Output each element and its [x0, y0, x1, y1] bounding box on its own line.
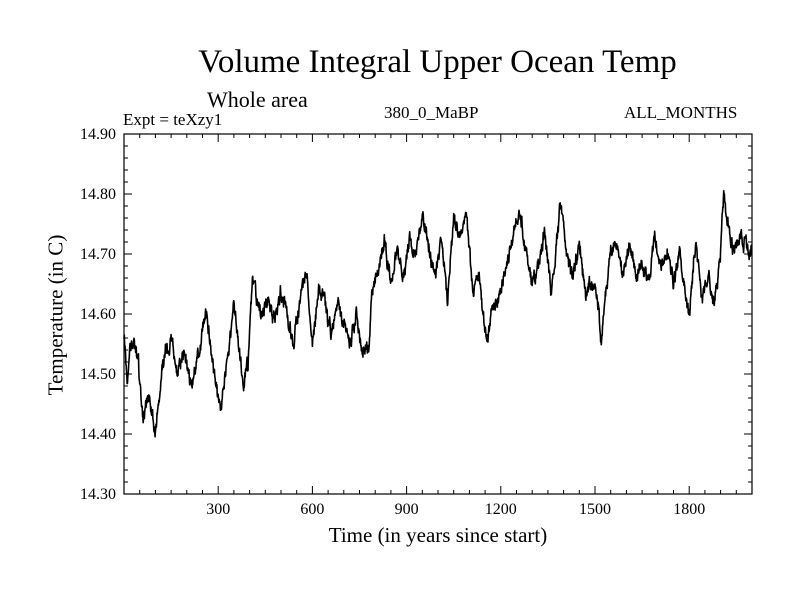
run-label: 380_0_MaBP [384, 103, 479, 122]
y-tick-label: 14.70 [80, 246, 116, 263]
plot-frame [123, 133, 753, 495]
y-tick-label: 14.90 [80, 126, 116, 143]
y-tick-label: 14.40 [80, 426, 116, 443]
y-tick-label: 14.80 [80, 186, 116, 203]
y-tick-label: 14.60 [80, 306, 116, 323]
x-tick-label: 300 [206, 501, 230, 518]
x-tick-label: 1500 [579, 501, 611, 518]
season-label: ALL_MONTHS [624, 103, 738, 122]
y-tick-label: 14.30 [80, 486, 116, 503]
y-tick-label: 14.50 [80, 366, 116, 383]
x-tick-label: 600 [300, 501, 324, 518]
x-axis-label: Time (in years since start) [328, 523, 548, 547]
x-tick-label: 1800 [673, 501, 705, 518]
series-line [123, 190, 753, 438]
chart-title: Volume Integral Upper Ocean Temp [198, 44, 677, 80]
experiment-label: Expt = teXzy1 [123, 110, 223, 129]
chart-subtitle: Whole area [207, 87, 308, 112]
x-tick-label: 1200 [485, 501, 517, 518]
x-tick-label: 900 [395, 501, 419, 518]
